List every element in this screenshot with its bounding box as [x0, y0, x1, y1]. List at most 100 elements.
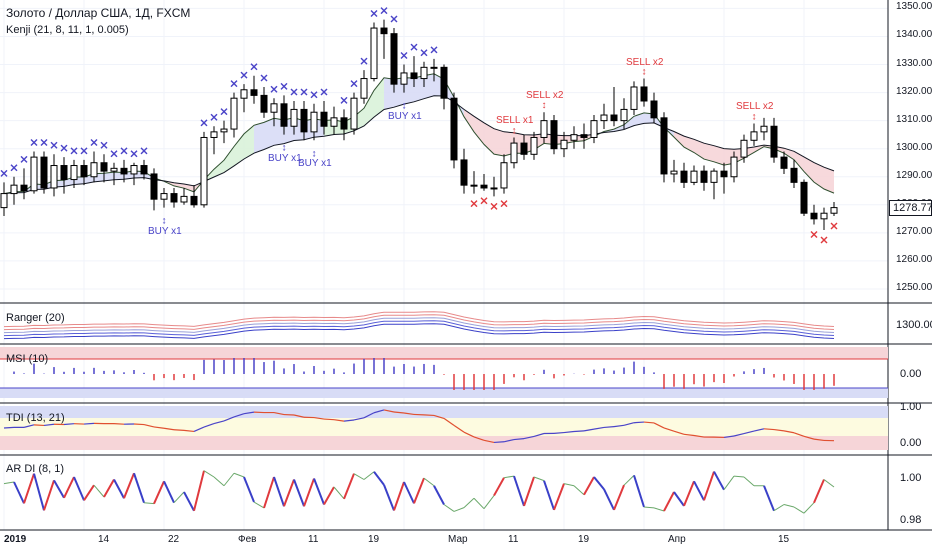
cloud-segment — [424, 73, 434, 99]
cloud-segment — [634, 112, 644, 126]
candle-body — [90, 162, 98, 178]
signal-x-marker — [820, 236, 828, 244]
tdi-segment — [463, 431, 475, 438]
candle-body — [470, 184, 478, 187]
ardi-segment — [283, 479, 295, 507]
x-stroke-b — [480, 197, 488, 205]
signal-x-marker — [280, 82, 288, 90]
price-tick-label: 1290.00 — [896, 169, 932, 181]
candle — [10, 176, 18, 205]
tdi-segment — [23, 424, 35, 428]
candle — [500, 154, 508, 194]
candle-body — [290, 108, 298, 127]
signal-x-marker — [400, 52, 408, 60]
x-stroke-b — [140, 147, 148, 155]
ardi-segment — [443, 504, 455, 512]
tdi-segment — [483, 439, 495, 444]
ardi-segment — [693, 480, 705, 501]
ardi-segment — [733, 475, 745, 478]
tdi-segment — [603, 426, 615, 429]
candle — [370, 22, 378, 82]
signal-x-marker — [0, 169, 8, 177]
candle — [650, 92, 658, 124]
candle-body — [500, 162, 508, 189]
candle — [250, 75, 258, 104]
candle — [150, 168, 158, 211]
candle-body — [790, 167, 798, 183]
signal-x-marker — [300, 88, 308, 96]
candle — [490, 176, 498, 197]
price-tick-label: 1320.00 — [896, 85, 932, 97]
sell-arrow: ↕ — [542, 100, 547, 111]
candle-body — [580, 134, 588, 138]
ardi-segment — [43, 480, 55, 511]
ardi-segment — [583, 476, 595, 496]
candle — [320, 101, 328, 135]
tdi-segment — [363, 412, 375, 419]
tdi-segment — [223, 416, 235, 422]
candle — [590, 115, 598, 144]
candle-body — [280, 103, 288, 127]
ardi-segment — [793, 506, 805, 514]
x-stroke-b — [280, 82, 288, 90]
ardi-segment — [593, 476, 605, 490]
ardi-segment — [663, 491, 675, 512]
ardi-segment — [103, 479, 115, 498]
time-tick-label: Мар — [448, 534, 468, 545]
tdi-segment — [563, 430, 575, 434]
candle-body — [50, 165, 58, 189]
signal-x-marker — [40, 139, 48, 146]
candle — [340, 109, 348, 141]
signal-x-marker — [20, 155, 28, 163]
ardi-segment — [543, 480, 555, 511]
indicator-label-kenji[interactable]: Kenji (21, 8, 11, 1, 0.005) — [6, 24, 129, 36]
x-stroke-b — [40, 139, 48, 146]
candle — [0, 182, 8, 217]
candle-body — [550, 120, 558, 150]
price-tick-label: 1250.00 — [896, 281, 932, 293]
candle-body — [60, 165, 68, 181]
signal-x-marker — [110, 150, 118, 158]
tdi-segment — [453, 424, 465, 433]
candle — [460, 148, 468, 194]
buy-arrow: ↕ — [162, 216, 167, 227]
candle — [620, 98, 628, 130]
ardi-segment — [333, 486, 345, 500]
signal-x-marker — [210, 113, 218, 121]
tdi-segment — [83, 422, 95, 425]
candle-body — [180, 195, 188, 203]
pane-label-ranger[interactable]: Ranger (20) — [6, 312, 65, 324]
tdi-segment — [613, 424, 625, 428]
pane-label-msi[interactable]: MSI (10) — [6, 353, 49, 365]
signal-x-marker — [420, 49, 428, 57]
tdi-segment — [243, 411, 255, 415]
signal-x-marker — [260, 74, 268, 82]
x-stroke-b — [810, 230, 818, 238]
candle — [820, 207, 828, 231]
x-stroke-b — [340, 96, 348, 104]
candle-body — [190, 195, 198, 206]
ranger-band — [3, 314, 835, 331]
tdi-segment — [553, 431, 565, 434]
tdi-segment — [63, 423, 75, 426]
candle-body — [670, 170, 678, 175]
tdi-segment — [733, 432, 745, 437]
tdi-segment — [233, 413, 245, 418]
pane-label-ardi[interactable]: AR DI (8, 1) — [6, 463, 65, 475]
candle — [430, 58, 438, 82]
tdi-segment — [773, 428, 785, 432]
candle-body — [370, 27, 378, 80]
candle — [300, 101, 308, 141]
ardi-segment — [633, 475, 645, 508]
cloud-segment — [814, 162, 824, 190]
signal-x-marker — [830, 222, 838, 230]
ardi-segment — [223, 472, 235, 487]
cloud-segment — [704, 143, 714, 162]
pane-label-tdi[interactable]: TDI (13, 21) — [6, 412, 65, 424]
chart-title[interactable]: Золото / Доллар США, 1Д, FXCM — [6, 6, 191, 20]
tdi-segment — [353, 417, 365, 421]
ardi-segment — [173, 491, 185, 504]
tdi-segment — [493, 441, 505, 444]
